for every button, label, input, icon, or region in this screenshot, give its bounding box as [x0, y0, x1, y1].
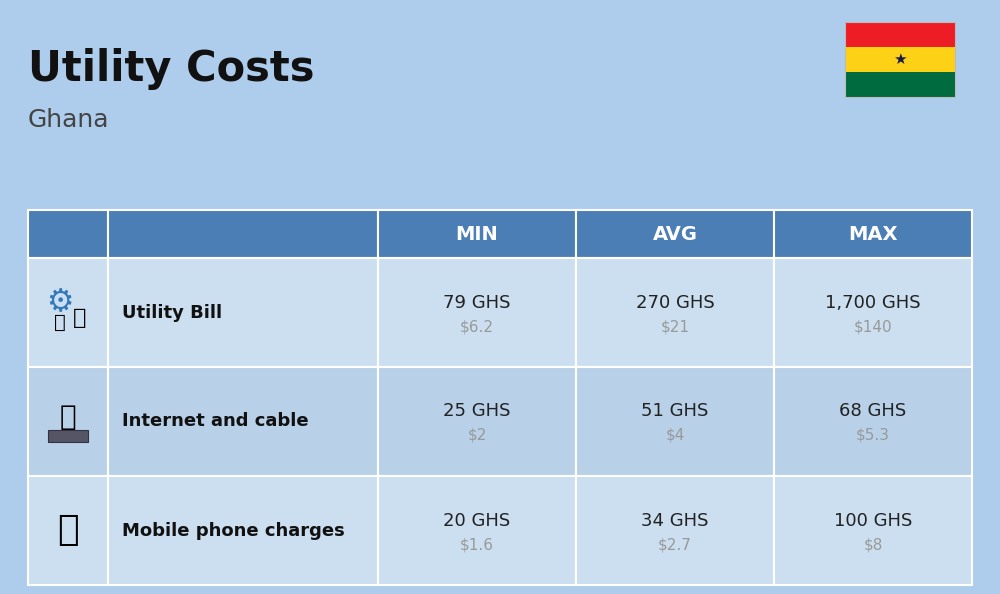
Text: $6.2: $6.2 [460, 319, 494, 334]
Text: Utility Costs: Utility Costs [28, 48, 314, 90]
Bar [845, 72, 955, 97]
Bar [774, 210, 972, 258]
Bar [576, 210, 774, 258]
Text: 📶: 📶 [60, 403, 76, 431]
Bar [28, 210, 108, 258]
Text: 💧: 💧 [54, 313, 66, 332]
Text: MIN: MIN [456, 225, 498, 244]
Text: 34 GHS: 34 GHS [641, 511, 709, 529]
Bar [28, 258, 108, 367]
Text: 🔌: 🔌 [73, 308, 87, 327]
Text: $8: $8 [863, 537, 883, 552]
Text: 51 GHS: 51 GHS [641, 403, 709, 421]
Text: Internet and cable: Internet and cable [122, 412, 309, 431]
Bar [378, 258, 576, 367]
Text: $2.7: $2.7 [658, 537, 692, 552]
Text: AVG: AVG [652, 225, 698, 244]
Bar [576, 476, 774, 585]
Bar [378, 210, 576, 258]
Bar [845, 22, 955, 97]
Bar [108, 258, 378, 367]
Bar [845, 22, 955, 47]
Text: Mobile phone charges: Mobile phone charges [122, 522, 345, 539]
Bar [28, 476, 108, 585]
Bar [774, 476, 972, 585]
Text: ⚙: ⚙ [46, 288, 74, 317]
Text: 📱: 📱 [57, 513, 79, 548]
Text: 100 GHS: 100 GHS [834, 511, 912, 529]
Bar [108, 210, 378, 258]
Text: $4: $4 [665, 428, 685, 443]
Bar [108, 367, 378, 476]
Bar [108, 476, 378, 585]
Text: 79 GHS: 79 GHS [443, 293, 511, 311]
Bar [576, 258, 774, 367]
Bar [28, 367, 108, 476]
Text: $2: $2 [467, 428, 487, 443]
Bar [576, 367, 774, 476]
Text: 25 GHS: 25 GHS [443, 403, 511, 421]
Text: 1,700 GHS: 1,700 GHS [825, 293, 921, 311]
Text: 270 GHS: 270 GHS [636, 293, 714, 311]
Text: $21: $21 [660, 319, 690, 334]
Bar [774, 258, 972, 367]
Text: 20 GHS: 20 GHS [443, 511, 511, 529]
Text: $140: $140 [854, 319, 892, 334]
Bar [378, 476, 576, 585]
Text: $5.3: $5.3 [856, 428, 890, 443]
Text: MAX: MAX [848, 225, 898, 244]
Text: 68 GHS: 68 GHS [839, 403, 907, 421]
Bar [378, 367, 576, 476]
Text: $1.6: $1.6 [460, 537, 494, 552]
Text: ★: ★ [893, 52, 907, 67]
Bar [48, 429, 88, 441]
Bar [845, 47, 955, 72]
Text: Utility Bill: Utility Bill [122, 304, 222, 321]
Bar [774, 367, 972, 476]
Text: Ghana: Ghana [28, 108, 110, 132]
